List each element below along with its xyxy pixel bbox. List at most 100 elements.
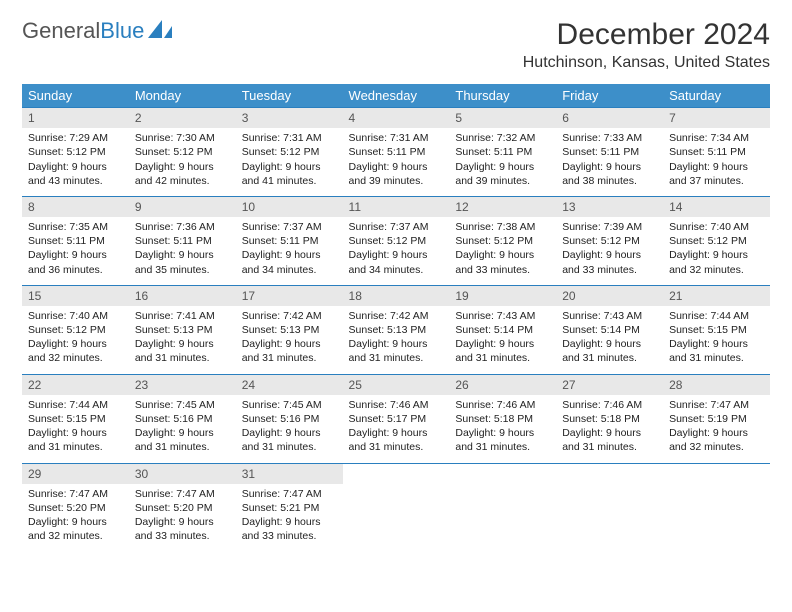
- calendar-day-cell: 8Sunrise: 7:35 AMSunset: 5:11 PMDaylight…: [22, 196, 129, 285]
- calendar-day-cell: ..: [556, 463, 663, 551]
- calendar-day-cell: 22Sunrise: 7:44 AMSunset: 5:15 PMDayligh…: [22, 374, 129, 463]
- calendar-day-cell: 28Sunrise: 7:47 AMSunset: 5:19 PMDayligh…: [663, 374, 770, 463]
- day-details: Sunrise: 7:30 AMSunset: 5:12 PMDaylight:…: [129, 128, 236, 196]
- calendar-day-cell: 20Sunrise: 7:43 AMSunset: 5:14 PMDayligh…: [556, 285, 663, 374]
- calendar-day-cell: 14Sunrise: 7:40 AMSunset: 5:12 PMDayligh…: [663, 196, 770, 285]
- day-number: 7: [663, 108, 770, 128]
- day-details: Sunrise: 7:41 AMSunset: 5:13 PMDaylight:…: [129, 306, 236, 374]
- day-details: Sunrise: 7:39 AMSunset: 5:12 PMDaylight:…: [556, 217, 663, 285]
- month-title: December 2024: [523, 18, 770, 52]
- day-details: Sunrise: 7:29 AMSunset: 5:12 PMDaylight:…: [22, 128, 129, 196]
- day-number: 8: [22, 197, 129, 217]
- day-number: 3: [236, 108, 343, 128]
- day-number: 22: [22, 375, 129, 395]
- logo: GeneralBlue: [22, 18, 174, 44]
- day-details: Sunrise: 7:45 AMSunset: 5:16 PMDaylight:…: [129, 395, 236, 463]
- calendar-week-row: 29Sunrise: 7:47 AMSunset: 5:20 PMDayligh…: [22, 463, 770, 551]
- day-header: Monday: [129, 84, 236, 108]
- day-details: Sunrise: 7:46 AMSunset: 5:17 PMDaylight:…: [343, 395, 450, 463]
- day-number: 6: [556, 108, 663, 128]
- day-header: Saturday: [663, 84, 770, 108]
- calendar-week-row: 8Sunrise: 7:35 AMSunset: 5:11 PMDaylight…: [22, 196, 770, 285]
- day-number: 1: [22, 108, 129, 128]
- calendar-day-cell: 15Sunrise: 7:40 AMSunset: 5:12 PMDayligh…: [22, 285, 129, 374]
- day-details: Sunrise: 7:47 AMSunset: 5:19 PMDaylight:…: [663, 395, 770, 463]
- calendar-day-cell: 25Sunrise: 7:46 AMSunset: 5:17 PMDayligh…: [343, 374, 450, 463]
- day-details: Sunrise: 7:46 AMSunset: 5:18 PMDaylight:…: [449, 395, 556, 463]
- day-details: Sunrise: 7:38 AMSunset: 5:12 PMDaylight:…: [449, 217, 556, 285]
- day-number: 14: [663, 197, 770, 217]
- day-header: Tuesday: [236, 84, 343, 108]
- calendar-day-cell: 17Sunrise: 7:42 AMSunset: 5:13 PMDayligh…: [236, 285, 343, 374]
- calendar-day-cell: 23Sunrise: 7:45 AMSunset: 5:16 PMDayligh…: [129, 374, 236, 463]
- day-header: Sunday: [22, 84, 129, 108]
- calendar-day-cell: 10Sunrise: 7:37 AMSunset: 5:11 PMDayligh…: [236, 196, 343, 285]
- logo-text-1: General: [22, 18, 100, 44]
- calendar-day-cell: 7Sunrise: 7:34 AMSunset: 5:11 PMDaylight…: [663, 108, 770, 197]
- day-details: Sunrise: 7:42 AMSunset: 5:13 PMDaylight:…: [236, 306, 343, 374]
- day-details: Sunrise: 7:32 AMSunset: 5:11 PMDaylight:…: [449, 128, 556, 196]
- calendar-day-cell: 30Sunrise: 7:47 AMSunset: 5:20 PMDayligh…: [129, 463, 236, 551]
- day-details: Sunrise: 7:34 AMSunset: 5:11 PMDaylight:…: [663, 128, 770, 196]
- day-details: Sunrise: 7:44 AMSunset: 5:15 PMDaylight:…: [22, 395, 129, 463]
- day-number: 31: [236, 464, 343, 484]
- day-details: Sunrise: 7:43 AMSunset: 5:14 PMDaylight:…: [449, 306, 556, 374]
- calendar-day-cell: 31Sunrise: 7:47 AMSunset: 5:21 PMDayligh…: [236, 463, 343, 551]
- day-number: 2: [129, 108, 236, 128]
- day-number: 26: [449, 375, 556, 395]
- day-number: 20: [556, 286, 663, 306]
- day-number: 18: [343, 286, 450, 306]
- calendar-week-row: 1Sunrise: 7:29 AMSunset: 5:12 PMDaylight…: [22, 108, 770, 197]
- day-details: Sunrise: 7:31 AMSunset: 5:12 PMDaylight:…: [236, 128, 343, 196]
- day-details: Sunrise: 7:47 AMSunset: 5:21 PMDaylight:…: [236, 484, 343, 552]
- title-block: December 2024 Hutchinson, Kansas, United…: [523, 18, 770, 72]
- calendar-day-cell: 16Sunrise: 7:41 AMSunset: 5:13 PMDayligh…: [129, 285, 236, 374]
- day-details: Sunrise: 7:47 AMSunset: 5:20 PMDaylight:…: [22, 484, 129, 552]
- day-details: Sunrise: 7:31 AMSunset: 5:11 PMDaylight:…: [343, 128, 450, 196]
- calendar-day-cell: 2Sunrise: 7:30 AMSunset: 5:12 PMDaylight…: [129, 108, 236, 197]
- day-details: Sunrise: 7:37 AMSunset: 5:12 PMDaylight:…: [343, 217, 450, 285]
- calendar-day-cell: 11Sunrise: 7:37 AMSunset: 5:12 PMDayligh…: [343, 196, 450, 285]
- day-number: 29: [22, 464, 129, 484]
- day-number: 21: [663, 286, 770, 306]
- header: GeneralBlue December 2024 Hutchinson, Ka…: [22, 18, 770, 72]
- logo-text-2: Blue: [100, 18, 144, 44]
- day-number: 16: [129, 286, 236, 306]
- day-details: Sunrise: 7:46 AMSunset: 5:18 PMDaylight:…: [556, 395, 663, 463]
- calendar-day-cell: 27Sunrise: 7:46 AMSunset: 5:18 PMDayligh…: [556, 374, 663, 463]
- day-details: Sunrise: 7:37 AMSunset: 5:11 PMDaylight:…: [236, 217, 343, 285]
- logo-sail-icon: [148, 18, 174, 44]
- day-number: 19: [449, 286, 556, 306]
- day-header: Thursday: [449, 84, 556, 108]
- day-number: 15: [22, 286, 129, 306]
- day-number: 5: [449, 108, 556, 128]
- day-header-row: Sunday Monday Tuesday Wednesday Thursday…: [22, 84, 770, 108]
- location: Hutchinson, Kansas, United States: [523, 54, 770, 72]
- day-details: Sunrise: 7:44 AMSunset: 5:15 PMDaylight:…: [663, 306, 770, 374]
- calendar-day-cell: 6Sunrise: 7:33 AMSunset: 5:11 PMDaylight…: [556, 108, 663, 197]
- calendar-day-cell: 13Sunrise: 7:39 AMSunset: 5:12 PMDayligh…: [556, 196, 663, 285]
- day-header: Friday: [556, 84, 663, 108]
- day-number: 10: [236, 197, 343, 217]
- day-details: Sunrise: 7:35 AMSunset: 5:11 PMDaylight:…: [22, 217, 129, 285]
- calendar-day-cell: ..: [663, 463, 770, 551]
- calendar-day-cell: 19Sunrise: 7:43 AMSunset: 5:14 PMDayligh…: [449, 285, 556, 374]
- day-details: Sunrise: 7:33 AMSunset: 5:11 PMDaylight:…: [556, 128, 663, 196]
- day-details: Sunrise: 7:36 AMSunset: 5:11 PMDaylight:…: [129, 217, 236, 285]
- calendar-day-cell: 26Sunrise: 7:46 AMSunset: 5:18 PMDayligh…: [449, 374, 556, 463]
- day-number: 25: [343, 375, 450, 395]
- calendar-day-cell: ..: [343, 463, 450, 551]
- day-details: Sunrise: 7:47 AMSunset: 5:20 PMDaylight:…: [129, 484, 236, 552]
- day-number: 4: [343, 108, 450, 128]
- calendar-day-cell: 12Sunrise: 7:38 AMSunset: 5:12 PMDayligh…: [449, 196, 556, 285]
- day-number: 28: [663, 375, 770, 395]
- calendar-day-cell: 9Sunrise: 7:36 AMSunset: 5:11 PMDaylight…: [129, 196, 236, 285]
- calendar-day-cell: 24Sunrise: 7:45 AMSunset: 5:16 PMDayligh…: [236, 374, 343, 463]
- calendar-day-cell: 3Sunrise: 7:31 AMSunset: 5:12 PMDaylight…: [236, 108, 343, 197]
- day-number: 13: [556, 197, 663, 217]
- day-number: 17: [236, 286, 343, 306]
- day-details: Sunrise: 7:42 AMSunset: 5:13 PMDaylight:…: [343, 306, 450, 374]
- calendar-week-row: 15Sunrise: 7:40 AMSunset: 5:12 PMDayligh…: [22, 285, 770, 374]
- calendar-day-cell: 5Sunrise: 7:32 AMSunset: 5:11 PMDaylight…: [449, 108, 556, 197]
- calendar-day-cell: 18Sunrise: 7:42 AMSunset: 5:13 PMDayligh…: [343, 285, 450, 374]
